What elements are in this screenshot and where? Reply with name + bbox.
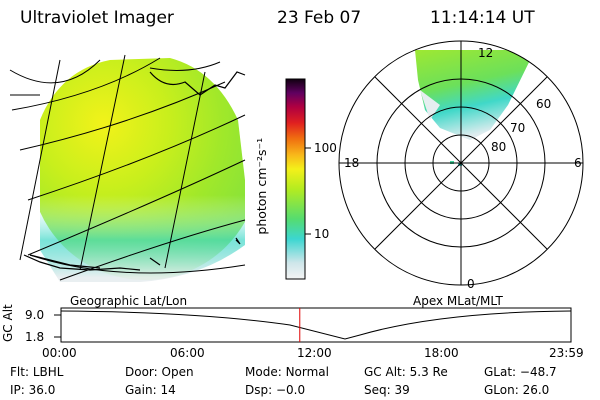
- observation-time: 11:14:14 UT: [430, 8, 535, 28]
- status-mode: Mode: Normal: [245, 365, 329, 379]
- status-ip: IP: 36.0: [10, 383, 56, 397]
- lat-lon-grid: [9, 54, 246, 281]
- status-door: Door: Open: [125, 365, 194, 379]
- timeline-ytick-1-8: 1.8: [25, 330, 45, 344]
- status-gc-alt: GC Alt: 5.3 Re: [364, 365, 448, 379]
- colorbar-tick-100: 100: [314, 141, 337, 155]
- mlat-label-80: 80: [491, 140, 507, 154]
- timeline-xtick-1200: 12:00: [297, 346, 332, 360]
- timeline-xtick-0600: 06:00: [170, 346, 205, 360]
- mlt-label-18: 18: [344, 156, 360, 170]
- status-dsp: Dsp: −0.0: [245, 383, 306, 397]
- status-filter: Flt: LBHL: [10, 365, 64, 379]
- status-seq: Seq: 39: [364, 383, 410, 397]
- mlt-label-0: 0: [467, 277, 475, 291]
- status-glat: GLat: −48.7: [484, 365, 557, 379]
- right-panel-caption: Apex MLat/MLT: [413, 294, 503, 308]
- colorbar-tick-10: 10: [314, 227, 330, 241]
- timeline-ytick-9: 9.0: [25, 308, 45, 322]
- mlt-label-12: 12: [478, 46, 494, 60]
- mlat-label-60: 60: [536, 97, 552, 111]
- timeline-xtick-1800: 18:00: [424, 346, 459, 360]
- instrument-title: Ultraviolet Imager: [20, 8, 174, 28]
- timeline-xtick-0000: 00:00: [42, 346, 77, 360]
- mlt-label-6: 6: [574, 156, 582, 170]
- coastline: [23, 71, 246, 271]
- timeline-ylabel: GC Alt: [1, 304, 15, 342]
- status-gain: Gain: 14: [125, 383, 176, 397]
- observation-date: 23 Feb 07: [277, 8, 362, 28]
- status-glon: GLon: 26.0: [484, 383, 550, 397]
- left-panel-caption: Geographic Lat/Lon: [70, 294, 188, 308]
- mlat-label-70: 70: [510, 121, 526, 135]
- timeline-xtick-2359: 23:59: [549, 346, 584, 360]
